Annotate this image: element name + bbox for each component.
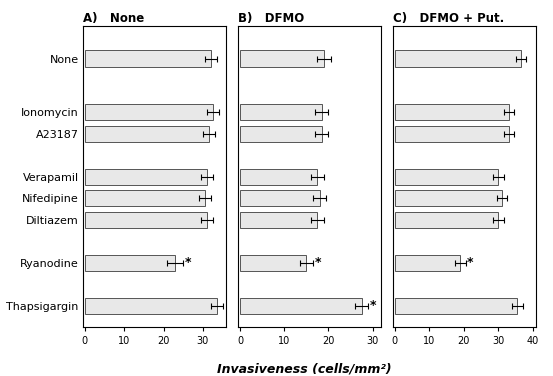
Bar xyxy=(85,104,213,120)
Bar xyxy=(395,190,502,206)
Text: *: * xyxy=(369,299,376,312)
Bar xyxy=(85,255,175,271)
Bar xyxy=(85,190,205,206)
Bar xyxy=(395,297,518,314)
Text: B)   DFMO: B) DFMO xyxy=(238,12,304,25)
Bar xyxy=(240,169,317,185)
Bar xyxy=(85,50,211,67)
Bar xyxy=(395,255,460,271)
Bar xyxy=(395,126,509,142)
Text: *: * xyxy=(467,256,473,269)
Text: A)   None: A) None xyxy=(83,12,144,25)
Bar xyxy=(240,50,324,67)
Bar xyxy=(240,104,322,120)
Bar xyxy=(240,212,317,228)
Bar xyxy=(395,104,509,120)
Text: C)   DFMO + Put.: C) DFMO + Put. xyxy=(393,12,504,25)
Text: *: * xyxy=(314,256,321,269)
Bar xyxy=(395,50,521,67)
Bar xyxy=(85,297,217,314)
Bar xyxy=(240,190,320,206)
Bar xyxy=(85,169,207,185)
Bar xyxy=(240,297,362,314)
Bar xyxy=(240,255,306,271)
Bar xyxy=(395,169,498,185)
Text: *: * xyxy=(184,256,191,269)
Bar xyxy=(240,126,322,142)
Bar xyxy=(85,126,209,142)
Text: Invasiveness (cells/mm²): Invasiveness (cells/mm²) xyxy=(217,362,392,375)
Bar xyxy=(395,212,498,228)
Bar xyxy=(85,212,207,228)
